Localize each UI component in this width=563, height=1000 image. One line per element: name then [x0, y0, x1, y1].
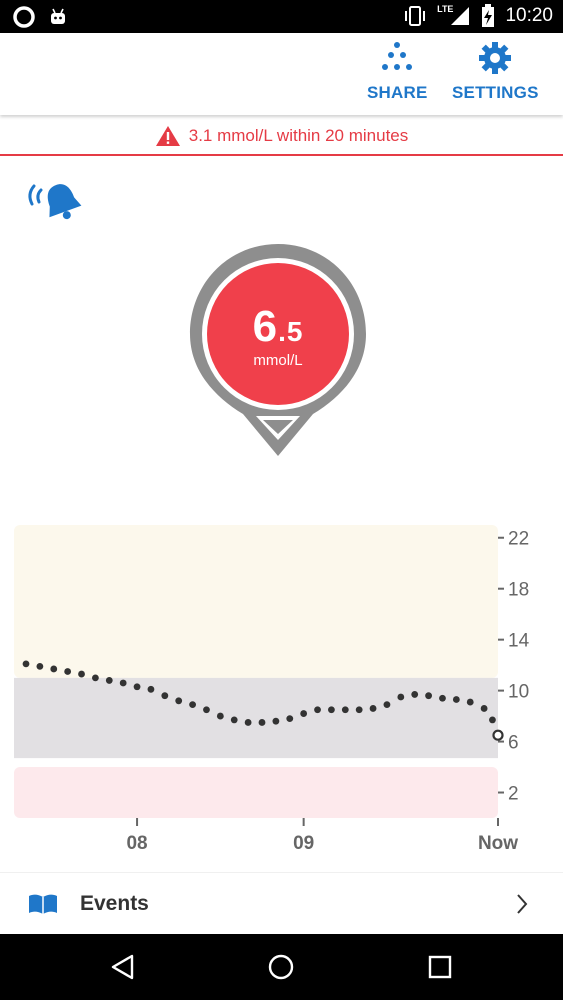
glucose-point	[161, 692, 169, 700]
glucose-point	[50, 665, 58, 673]
x-tick-label: 08	[126, 833, 147, 854]
glucose-point	[230, 716, 238, 724]
alarm-bell-icon[interactable]	[24, 180, 86, 226]
battery-charging-icon	[482, 4, 495, 27]
gear-icon	[479, 42, 512, 74]
glucose-history-chart[interactable]: 22 18 14 10 6 2 08 09 Now	[0, 515, 563, 860]
settings-button[interactable]: SETTINGS	[452, 41, 539, 103]
glucose-point	[489, 716, 496, 724]
band-target	[14, 677, 498, 759]
network-type: LTE	[437, 4, 454, 14]
glucose-point	[189, 701, 196, 709]
glucose-point	[203, 706, 210, 714]
glucose-point	[119, 679, 127, 687]
alert-text: 3.1 mmol/L within 20 minutes	[188, 126, 409, 145]
x-tick-label: 09	[293, 833, 314, 854]
glucose-point	[383, 701, 391, 709]
reading-decimal: .5	[278, 316, 304, 347]
notification-ring-icon	[13, 6, 35, 28]
status-bar: LTE 10:20	[0, 0, 563, 33]
glucose-point	[147, 685, 155, 693]
glucose-reading: 6.5 mmol/L	[207, 262, 349, 369]
events-label: Events	[80, 892, 149, 915]
x-tick-label: Now	[478, 833, 518, 854]
glucose-point	[411, 691, 419, 698]
reading-value: 6.5	[207, 302, 349, 352]
glucose-point	[133, 683, 141, 691]
share-icon	[382, 42, 413, 70]
system-nav-bar	[0, 934, 563, 1000]
glucose-point	[272, 717, 280, 725]
glucose-point	[341, 706, 349, 714]
vibrate-icon	[405, 6, 426, 26]
band-low	[14, 767, 498, 818]
y-tick-label: 14	[508, 631, 530, 652]
glucose-point	[216, 712, 224, 720]
glucose-point	[314, 706, 321, 714]
glucose-point	[300, 710, 308, 717]
back-icon[interactable]	[110, 954, 136, 980]
glucose-point	[175, 697, 183, 705]
reading-circle	[207, 263, 349, 405]
app-toolbar: SHARE SETTINGS	[0, 33, 563, 115]
glucose-point	[105, 677, 113, 684]
glucose-point	[397, 693, 405, 701]
signal-icon	[451, 7, 470, 25]
current-point	[492, 729, 504, 741]
y-tick-label: 18	[508, 580, 529, 601]
clock: 10:20	[505, 5, 553, 26]
share-label: SHARE	[367, 83, 428, 102]
glucose-point	[258, 719, 266, 726]
android-icon	[51, 8, 65, 24]
alert-banner[interactable]: 3.1 mmol/L within 20 minutes	[0, 118, 563, 156]
glucose-point	[244, 719, 252, 726]
glucose-point	[286, 715, 294, 723]
chevron-right-icon	[517, 894, 528, 914]
glucose-point	[78, 670, 85, 678]
warning-triangle-icon	[155, 126, 180, 146]
glucose-point	[36, 663, 44, 670]
recents-icon[interactable]	[428, 954, 452, 980]
y-tick-label: 22	[508, 529, 529, 550]
y-tick-label: 6	[508, 733, 519, 754]
glucose-point	[355, 706, 363, 714]
glucose-point	[369, 705, 377, 712]
glucose-point	[22, 660, 30, 668]
glucose-point	[425, 692, 432, 700]
book-icon	[29, 894, 57, 914]
glucose-point	[64, 668, 72, 675]
glucose-point	[466, 698, 474, 706]
reading-unit: mmol/L	[253, 352, 303, 369]
share-button[interactable]: SHARE	[367, 41, 428, 103]
glucose-point	[92, 674, 99, 682]
home-icon[interactable]	[268, 954, 294, 980]
glucose-point	[439, 694, 446, 702]
y-tick-label: 2	[508, 784, 519, 805]
glucose-point	[480, 705, 488, 712]
band-high	[14, 525, 498, 678]
settings-label: SETTINGS	[452, 83, 539, 102]
glucose-point	[452, 696, 460, 703]
reading-integer: 6	[252, 302, 279, 351]
events-row[interactable]: Events	[0, 872, 563, 935]
glucose-point	[328, 706, 335, 714]
glucose-reading-marker	[190, 244, 366, 456]
y-tick-label: 10	[508, 682, 529, 703]
